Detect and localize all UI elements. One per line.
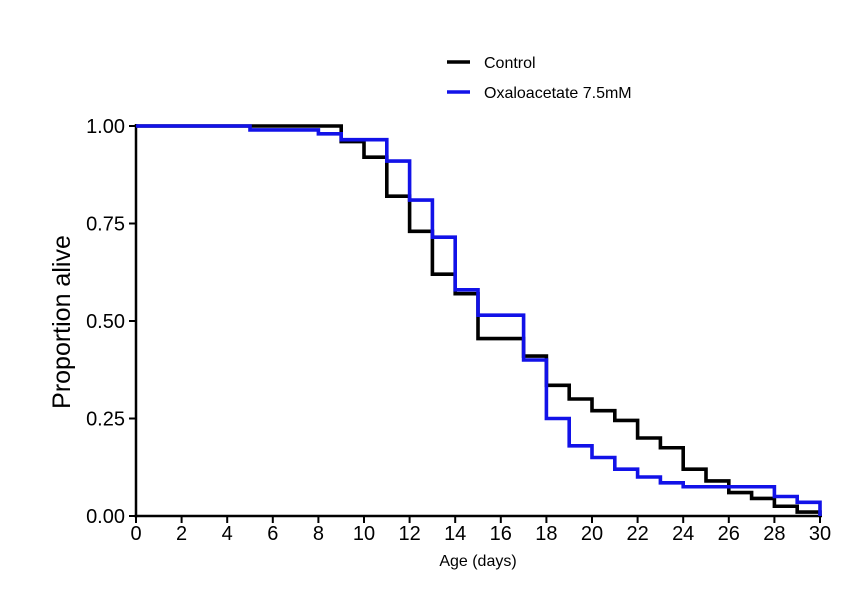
curve-control <box>136 124 822 516</box>
curve-oxaloacetate-7-5mm <box>136 124 822 516</box>
x-tick-label: 20 <box>581 523 603 545</box>
x-tick-label: 0 <box>130 523 141 545</box>
x-tick-label: 22 <box>626 523 648 545</box>
y-tick-label: 0.75 <box>86 214 125 236</box>
axes: 0 2 4 6 8 10 12 14 16 18 20 22 24 26 28 301.000.750.500… <box>86 116 831 545</box>
x-tick-label: 4 <box>222 523 233 545</box>
y-tick-label: 0.50 <box>86 311 125 333</box>
legend: Control Oxaloacetate 7.5mM <box>447 55 632 102</box>
y-tick-label: 0.25 <box>86 409 125 431</box>
x-tick-label: 12 <box>398 523 420 545</box>
x-tick-label: 6 <box>267 523 278 545</box>
legend-label-control: Control <box>484 55 536 72</box>
x-tick-label: 8 <box>313 523 324 545</box>
x-tick-label: 26 <box>718 523 740 545</box>
x-tick-label: 10 <box>353 523 375 545</box>
x-tick-label: 2 <box>176 523 187 545</box>
y-tick-label: 1.00 <box>86 116 125 138</box>
y-axis-title: Proportion alive <box>48 235 76 409</box>
x-tick-label: 24 <box>672 523 694 545</box>
x-axis-title: Age (days) <box>439 553 516 570</box>
survival-curves <box>136 124 822 516</box>
x-tick-label: 14 <box>444 523 466 545</box>
x-tick-label: 16 <box>490 523 512 545</box>
y-tick-label: 0.00 <box>86 506 125 528</box>
legend-label-oxaloacetate: Oxaloacetate 7.5mM <box>484 85 632 102</box>
x-tick-label: 28 <box>763 523 785 545</box>
x-tick-label: 18 <box>535 523 557 545</box>
x-tick-label: 30 <box>809 523 831 545</box>
